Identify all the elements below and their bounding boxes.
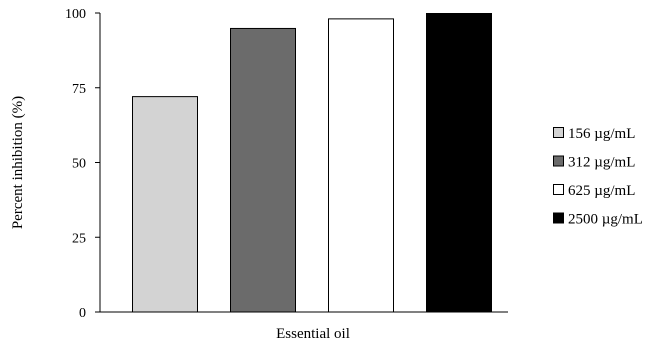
- y-axis-tick-labels: 0 25 50 75 100: [65, 7, 86, 321]
- legend-swatch: [553, 155, 564, 167]
- y-tick-label: 50: [72, 157, 86, 172]
- legend-label: 625 µg/mL: [568, 183, 635, 199]
- y-axis-ticks: [95, 12, 100, 313]
- legend-swatch: [553, 127, 564, 138]
- y-tick-label: 0: [79, 306, 86, 321]
- y-tick-label: 100: [65, 7, 86, 22]
- legend: 156 µg/mL 312 µg/mL 625 µg/mL 2500 µg/mL: [553, 126, 643, 228]
- y-tick-label: 25: [72, 231, 86, 246]
- bars: [132, 13, 492, 313]
- legend-label: 312 µg/mL: [568, 155, 635, 171]
- legend-label: 2500 µg/mL: [568, 212, 643, 228]
- bar-2500: [426, 13, 492, 313]
- legend-swatch: [553, 184, 564, 195]
- y-tick-label: 75: [72, 82, 86, 97]
- bar-625: [328, 18, 394, 313]
- bar-312: [230, 27, 296, 313]
- y-axis-title: Percent inhibition (%): [10, 96, 26, 229]
- legend-label: 156 µg/mL: [568, 126, 635, 142]
- bar-156: [132, 96, 198, 313]
- legend-swatch: [553, 212, 564, 224]
- x-axis-title: Essential oil: [276, 326, 350, 342]
